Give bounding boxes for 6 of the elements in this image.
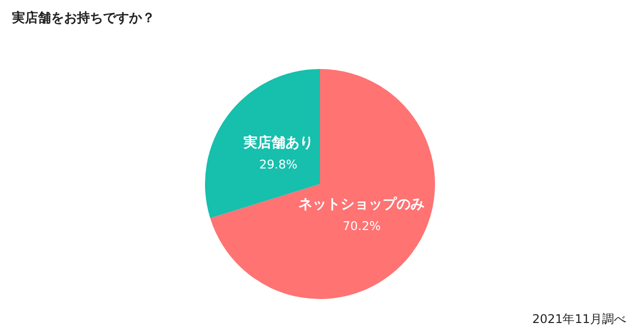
text: 2021年11月調べ — [532, 311, 626, 328]
data-label: 29.8% — [259, 157, 298, 172]
slice-label: 実店舗あり — [243, 134, 314, 151]
data-label: 70.2% — [342, 218, 381, 233]
text: 実店舗をお持ちですか？ — [12, 10, 155, 27]
slice-label: ネットショップのみ — [298, 195, 425, 212]
